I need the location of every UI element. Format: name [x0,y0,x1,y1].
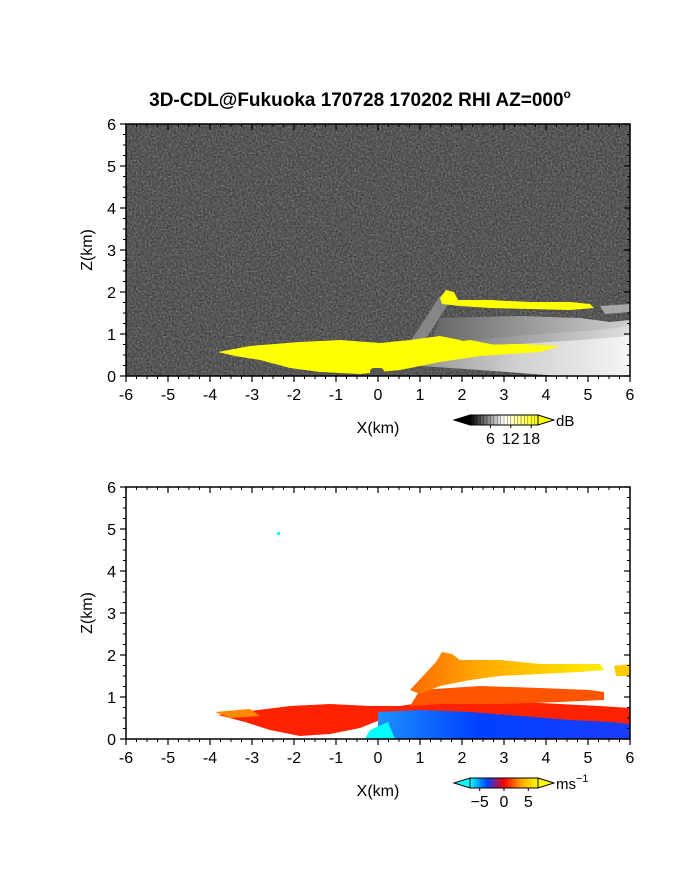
x-tick-label: -6 [119,387,133,404]
figure-title: 3D-CDL@Fukuoka 170728 170202 RHI AZ=000o [149,87,571,111]
x-tick-label: -5 [161,387,175,404]
x-tick-label: 2 [458,387,467,404]
x-tick-label: 0 [374,387,383,404]
x-tick-label: 6 [626,387,635,404]
y-tick-label: 4 [107,201,116,218]
cyan-near-radar [365,722,395,739]
x-tick-label: -6 [119,750,133,767]
gray-streaks [408,296,452,348]
colorbar-unit: dB [556,413,574,430]
y-tick-label: 4 [107,564,116,581]
yellow-low-edge [420,340,520,352]
x-tick-label: 0 [374,750,383,767]
colorbar: −5 0 5 ms−1 [452,773,589,811]
colorbar-tick-label: 0 [500,794,509,811]
title-text: 3D-CDL@Fukuoka 170728 170202 RHI AZ=000 [149,90,563,111]
y-tick-label: 3 [107,606,116,623]
colorbar-gradient [469,777,539,789]
colorbar-max-triangle [537,414,556,426]
y-axis-label: Z(km) [79,592,96,634]
x-tick-label: 1 [416,750,425,767]
title-superscript: o [564,87,571,101]
y-tick-label: 6 [107,480,116,497]
doppler-velocity-panel: -6 -5 -4 -3 -2 -1 0 1 2 3 4 5 6 0 1 2 3 4 5 6 X(km) Z(km) −… [79,480,635,811]
colorbar-tick-label: 6 [486,431,495,448]
y-tick-label: 1 [107,327,116,344]
ground-bump [370,368,384,376]
x-tick-label: -2 [287,750,301,767]
y-tick-label: 0 [107,732,116,749]
x-tick-label: -1 [329,750,343,767]
colorbar-unit: ms−1 [556,773,589,793]
x-tick-label: -5 [161,750,175,767]
x-tick-label: 1 [416,387,425,404]
y-axis-label: Z(km) [79,229,96,271]
x-tick-label: -2 [287,387,301,404]
x-tick-label: -4 [203,387,217,404]
axis-ticks: -6 -5 -4 -3 -2 -1 0 1 2 3 4 5 6 0 1 2 3 4 5 6 [107,117,634,404]
y-tick-label: 5 [107,522,116,539]
colorbar-max-triangle [537,777,556,789]
colorbar-tick-label: 18 [522,431,540,448]
x-tick-label: 4 [542,750,551,767]
x-tick-label: -4 [203,750,217,767]
colorbar-tick-label: 12 [502,431,520,448]
colorbar-tick-label: −5 [471,794,489,811]
x-axis-label: X(km) [357,783,400,800]
axis-ticks: -6 -5 -4 -3 -2 -1 0 1 2 3 4 5 6 0 1 2 3 4 5 6 [107,480,634,767]
x-axis-label: X(km) [357,420,400,437]
right-edge-patch [614,664,630,676]
blue-negative-core [378,710,630,739]
echo-regions [215,532,630,739]
colorbar-min-triangle [452,414,471,426]
x-tick-label: 2 [458,750,467,767]
x-tick-label: 5 [584,750,593,767]
orange-mid-layer [410,686,604,706]
x-tick-label: -3 [245,387,259,404]
y-tick-label: 1 [107,690,116,707]
y-tick-label: 3 [107,243,116,260]
orange-left-tail [215,709,260,718]
y-tick-label: 6 [107,117,116,134]
x-tick-label: -1 [329,387,343,404]
gray-return-middle [430,316,630,346]
gray-return-upper [600,304,630,314]
x-tick-label: 3 [500,750,509,767]
x-tick-label: 3 [500,387,509,404]
echo-regions [218,290,630,376]
y-tick-label: 5 [107,159,116,176]
elevated-layer [410,652,604,694]
yellow-elevated-layer [440,290,594,310]
colorbar-tick-label: 5 [524,794,533,811]
y-tick-label: 2 [107,648,116,665]
x-tick-label: 6 [626,750,635,767]
colorbar-min-triangle [452,777,471,789]
isolated-echo [277,532,280,535]
colorbar: 6 12 18 dB [452,413,574,448]
x-tick-label: -3 [245,750,259,767]
y-tick-label: 0 [107,369,116,386]
x-tick-label: 5 [584,387,593,404]
x-tick-label: 4 [542,387,551,404]
y-tick-label: 2 [107,285,116,302]
